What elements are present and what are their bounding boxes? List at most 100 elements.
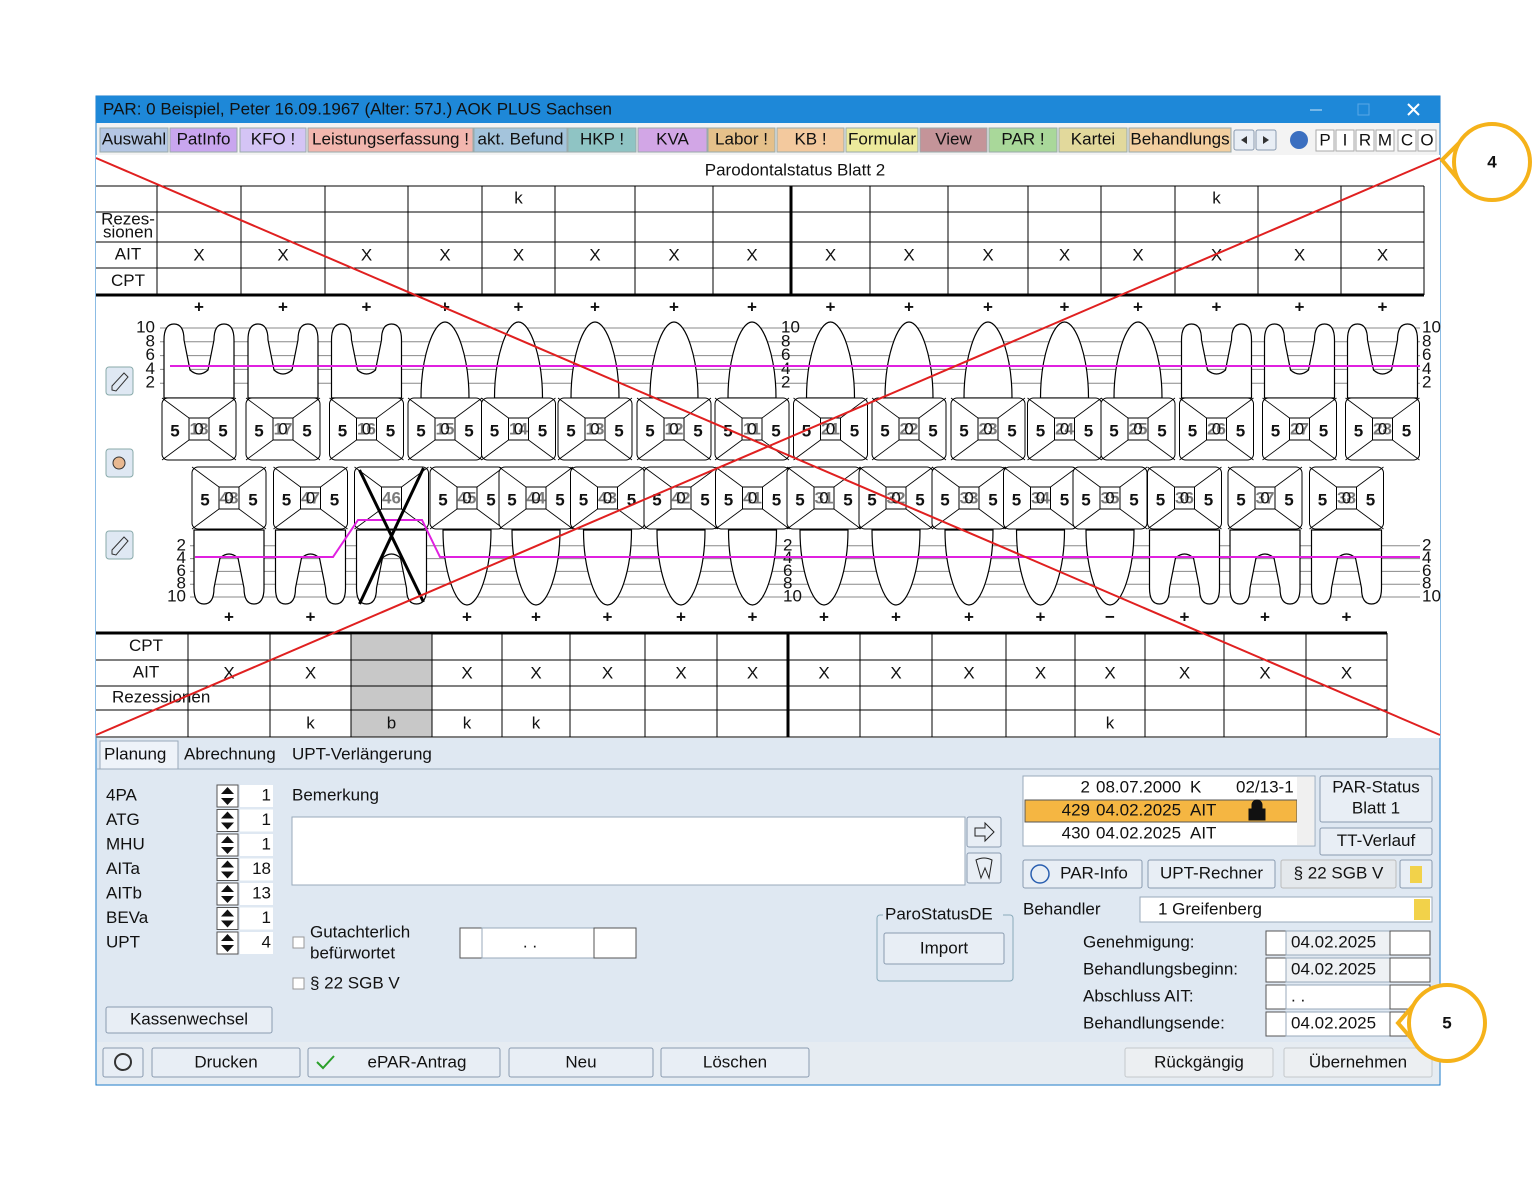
info-button[interactable] [1280,859,1397,889]
spinner[interactable] [216,858,239,881]
tab-label[interactable]: KB ! [794,129,826,148]
tab[interactable] [845,127,919,153]
tab[interactable] [307,127,474,153]
quick-button[interactable] [1335,129,1355,152]
footer-button-label[interactable]: Übernehmen [1309,1052,1407,1071]
side-button[interactable] [1319,827,1433,856]
help-icon[interactable] [1290,131,1308,149]
behandler-combo[interactable] [1139,896,1433,923]
side-button[interactable] [1319,775,1433,823]
dropdown-button[interactable] [1414,899,1430,920]
info-button[interactable] [1147,859,1276,889]
quick-button-label[interactable]: P [1319,130,1330,149]
history-date[interactable]: 04.02.2025 [1096,800,1181,819]
kassenwechsel-label[interactable]: Kassenwechsel [130,1009,248,1028]
count-field[interactable] [240,932,273,954]
info-button-label[interactable]: PAR-Info [1060,863,1128,882]
spinner[interactable] [1265,984,1287,1010]
count-field[interactable] [240,883,273,905]
tab[interactable] [637,127,708,153]
checkbox[interactable] [292,936,305,949]
footer-button[interactable] [660,1047,810,1078]
tab-label[interactable]: KVA [656,129,689,148]
side-icon[interactable] [105,530,134,560]
count-field[interactable] [240,785,273,807]
count-field[interactable] [240,907,273,930]
history-type[interactable]: AIT [1190,800,1216,819]
footer-button-label[interactable]: Drucken [194,1052,257,1071]
info-button-label[interactable]: § 22 SGB V [1294,863,1384,882]
quick-button-label[interactable]: I [1343,130,1348,149]
footer-button-label[interactable]: Neu [565,1052,596,1071]
footer-button[interactable] [307,1047,501,1078]
tab[interactable] [1058,127,1128,153]
side-icon[interactable] [105,366,134,396]
date-field[interactable] [1285,930,1391,956]
quick-button[interactable] [1315,129,1335,152]
history-type[interactable]: K [1190,777,1202,796]
panel-tab[interactable]: UPT-Verlängerung [292,744,432,763]
history-date[interactable]: 08.07.2000 [1096,777,1181,796]
spinner[interactable] [1265,1011,1287,1037]
quick-button-label[interactable]: C [1401,130,1413,149]
footer-button[interactable] [1283,1047,1433,1078]
quick-button-label[interactable]: O [1420,130,1433,149]
tab[interactable] [776,127,845,153]
remark-arrow-button[interactable] [966,816,1002,848]
date-field[interactable] [1285,1011,1391,1037]
tab[interactable] [988,127,1058,153]
footer-button-label[interactable]: ePAR-Antrag [368,1052,467,1071]
kassenwechsel-button[interactable] [105,1006,273,1034]
panel-tab[interactable]: Planung [104,744,166,763]
history-no[interactable]: 429 [1062,800,1090,819]
tab-label[interactable]: Labor ! [715,129,768,148]
count-field[interactable] [240,834,273,856]
remark-field[interactable] [291,816,966,886]
footer-button[interactable] [151,1047,301,1078]
footer-button[interactable] [1124,1047,1274,1078]
side-button-label[interactable]: Blatt 1 [1352,798,1400,817]
checkbox[interactable] [292,977,305,990]
import-button[interactable] [883,932,1005,965]
settings-button[interactable] [102,1047,144,1078]
tab-label[interactable]: KFO ! [251,129,295,148]
spinner[interactable] [593,927,637,959]
behandler-value[interactable]: 1 Greifenberg [1158,899,1262,918]
tab[interactable] [169,127,238,153]
tooth-button[interactable] [966,852,1002,884]
panel-tab[interactable]: Abrechnung [184,744,276,763]
count-field[interactable] [240,858,273,881]
spinner[interactable] [459,927,483,959]
quick-button[interactable] [1397,129,1417,152]
history-type[interactable]: AIT [1190,823,1216,842]
quick-button[interactable] [1375,129,1395,152]
history-ref[interactable]: 02/13-1 [1236,777,1294,796]
spinner[interactable] [216,809,239,832]
quick-button[interactable] [1417,129,1437,152]
tab-label[interactable]: View [935,129,972,148]
tab[interactable] [919,127,988,153]
history-no[interactable]: 2 [1081,777,1090,796]
count-field[interactable] [240,809,273,832]
info-button[interactable] [1022,859,1143,889]
history-date[interactable]: 04.02.2025 [1096,823,1181,842]
tab-label[interactable]: Leistungserfassung ! [312,129,469,148]
tab-label[interactable]: PAR ! [1001,129,1044,148]
spinner[interactable] [216,931,239,955]
side-button-label[interactable]: PAR-Status [1332,777,1420,796]
tab-label[interactable]: Behandlungs [1130,129,1229,148]
import-label[interactable]: Import [920,938,968,957]
spinner[interactable] [216,833,239,857]
tab-label[interactable]: Formular [848,129,916,148]
spinner[interactable] [1389,930,1431,956]
date-field[interactable] [481,927,595,959]
tab[interactable] [99,127,169,153]
spinner[interactable] [216,784,239,808]
tab[interactable] [239,127,307,153]
footer-button-label[interactable]: Löschen [703,1052,767,1071]
spinner[interactable] [216,882,239,906]
footer-button-label[interactable]: Rückgängig [1154,1052,1244,1071]
tab-label[interactable]: Kartei [1071,129,1115,148]
tab[interactable] [707,127,776,153]
tab[interactable] [567,127,637,153]
